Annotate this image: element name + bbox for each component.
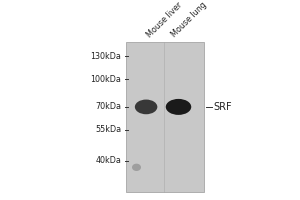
Text: 70kDa: 70kDa: [95, 102, 122, 111]
Text: Mouse lung: Mouse lung: [169, 0, 208, 39]
Text: 40kDa: 40kDa: [96, 156, 122, 165]
Ellipse shape: [166, 99, 191, 115]
Text: 55kDa: 55kDa: [95, 125, 122, 134]
Text: Mouse liver: Mouse liver: [145, 0, 184, 39]
Text: 130kDa: 130kDa: [91, 52, 122, 61]
Ellipse shape: [135, 100, 157, 114]
Ellipse shape: [132, 164, 141, 171]
Text: SRF: SRF: [213, 102, 232, 112]
Text: 100kDa: 100kDa: [91, 75, 122, 84]
Bar: [126, 42, 204, 192]
